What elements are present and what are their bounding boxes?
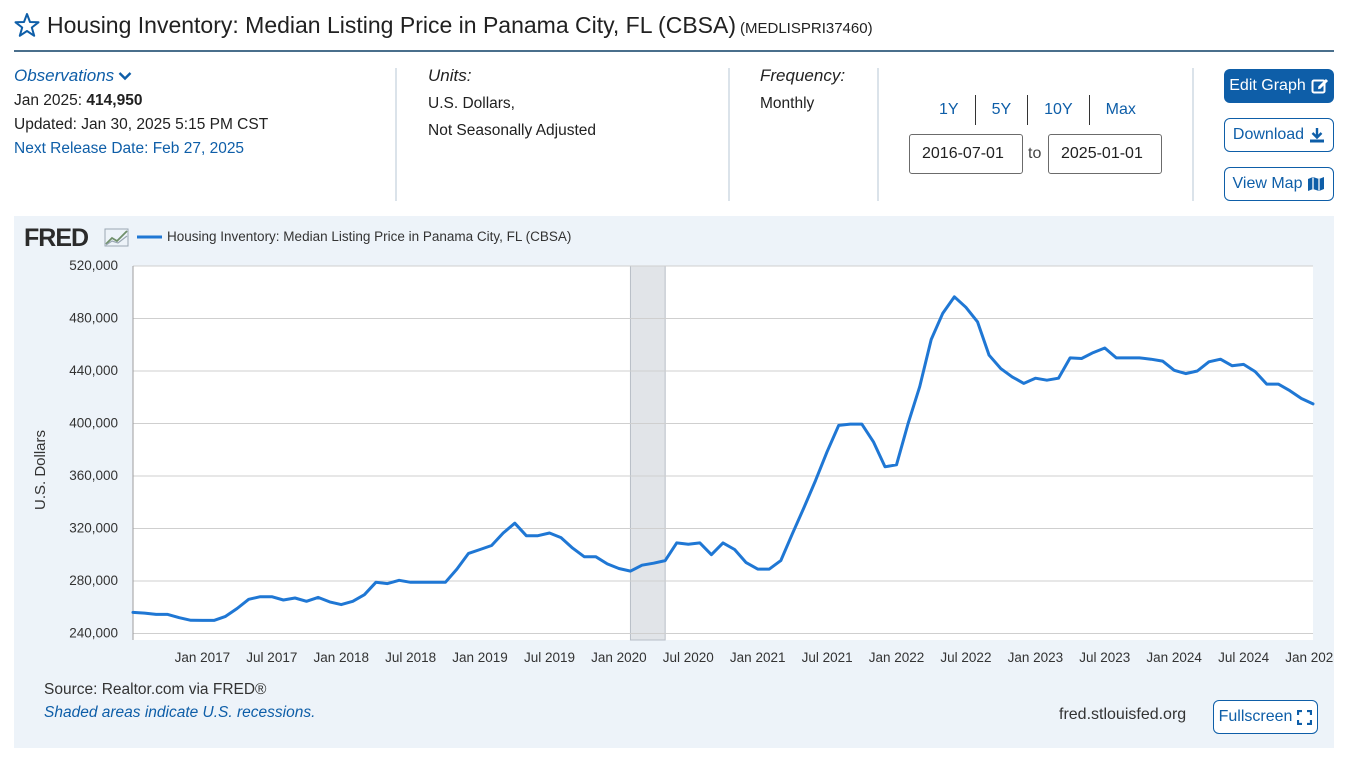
recession-shading (629, 265, 666, 641)
fred-logo: FRED (24, 224, 88, 252)
observations-label: Observations (14, 66, 115, 85)
x-tick-label: Jan 2019 (452, 650, 508, 665)
range-1y-button[interactable]: 1Y (923, 95, 976, 125)
frequency-column: Frequency: Monthly (760, 66, 870, 113)
download-label: Download (1232, 126, 1305, 143)
edit-graph-button[interactable]: Edit Graph (1224, 69, 1334, 103)
series-line (131, 295, 1315, 622)
range-5y-button[interactable]: 5Y (976, 95, 1029, 125)
latest-date: Jan 2025: (14, 92, 83, 109)
download-icon (1310, 128, 1325, 143)
x-tick-label: Jul 2021 (802, 650, 853, 665)
fullscreen-label: Fullscreen (1218, 708, 1293, 725)
units-column: Units: U.S. Dollars, Not Seasonally Adju… (428, 66, 718, 140)
x-tick-label: Jan 2020 (591, 650, 647, 665)
x-tick-label: Jul 2022 (940, 650, 991, 665)
observations-column: Observations Jan 2025: 414,950 Updated: … (14, 66, 394, 158)
date-range-buttons: 1Y 5Y 10Y Max (923, 95, 1152, 125)
y-tick-label: 240,000 (69, 625, 118, 640)
x-tick-label: Jan 2021 (730, 650, 786, 665)
frequency-heading: Frequency: (760, 66, 846, 85)
y-tick-label: 400,000 (69, 415, 118, 430)
x-tick-label: Jul 2019 (524, 650, 575, 665)
frequency-value: Monthly (760, 95, 815, 112)
range-10y-button[interactable]: 10Y (1028, 95, 1090, 125)
series-title: Housing Inventory: Median Listing Price … (47, 12, 737, 38)
x-tick-label: Jan 2018 (313, 650, 369, 665)
legend-label: Housing Inventory: Median Listing Price … (167, 229, 571, 244)
title-bar: Housing Inventory: Median Listing Price … (14, 8, 1334, 52)
recession-note: Shaded areas indicate U.S. recessions. (44, 704, 316, 721)
fullscreen-button[interactable]: Fullscreen (1213, 700, 1318, 734)
x-tick-label: Jul 2023 (1079, 650, 1130, 665)
x-tick-label: Jan 2025 (1285, 650, 1334, 665)
y-tick-label: 440,000 (69, 363, 118, 378)
divider (877, 68, 879, 201)
x-tick-label: Jan 2023 (1008, 650, 1064, 665)
chart-panel: FRED Housing Inventory: Median Listing P… (14, 216, 1334, 748)
chevron-down-icon (118, 72, 132, 81)
x-tick-label: Jan 2022 (869, 650, 925, 665)
y-tick-label: 320,000 (69, 520, 118, 535)
y-tick-label: 280,000 (69, 573, 118, 588)
view-map-button[interactable]: View Map (1224, 167, 1334, 201)
latest-observation: Jan 2025: 414,950 (14, 92, 394, 110)
chart: FRED Housing Inventory: Median Listing P… (24, 224, 1334, 665)
page-title: Housing Inventory: Median Listing Price … (47, 12, 873, 39)
source-note: Source: Realtor.com via FRED® (44, 681, 267, 698)
x-tick-label: Jul 2017 (246, 650, 297, 665)
x-tick-label: Jan 2024 (1146, 650, 1202, 665)
divider (1192, 68, 1194, 201)
x-tick-label: Jan 2017 (175, 650, 231, 665)
fullscreen-icon (1297, 709, 1313, 725)
y-axis-label: U.S. Dollars (32, 430, 49, 510)
divider (728, 68, 730, 201)
units-line-2: Not Seasonally Adjusted (428, 122, 597, 139)
star-icon[interactable] (14, 12, 40, 38)
plot-area (133, 266, 1313, 640)
x-tick-label: Jul 2024 (1218, 650, 1270, 665)
date-to-input[interactable] (1048, 134, 1162, 174)
units-heading: Units: (428, 66, 472, 85)
units-line-1: U.S. Dollars, (428, 95, 515, 112)
fred-logo-icon (104, 228, 129, 247)
y-tick-label: 520,000 (69, 258, 118, 273)
date-to-label: to (1028, 145, 1042, 162)
updated-text: Updated: Jan 30, 2025 5:15 PM CST (14, 116, 269, 133)
observations-dropdown[interactable]: Observations (14, 66, 132, 86)
divider (395, 68, 397, 201)
download-button[interactable]: Download (1224, 118, 1334, 152)
date-from-input[interactable] (909, 134, 1023, 174)
edit-icon (1311, 78, 1328, 94)
map-icon (1308, 177, 1325, 191)
y-tick-label: 360,000 (69, 468, 118, 483)
series-id: (MEDLISPRI37460) (740, 20, 873, 37)
view-map-label: View Map (1232, 175, 1303, 192)
x-tick-label: Jul 2020 (663, 650, 714, 665)
edit-graph-label: Edit Graph (1229, 77, 1306, 94)
x-tick-label: Jul 2018 (385, 650, 436, 665)
range-max-button[interactable]: Max (1105, 101, 1136, 118)
next-release-link[interactable]: Next Release Date: Feb 27, 2025 (14, 140, 245, 157)
y-tick-label: 480,000 (69, 310, 118, 325)
fred-url-link[interactable]: fred.stlouisfed.org (1059, 706, 1187, 723)
latest-value: 414,950 (86, 92, 143, 109)
